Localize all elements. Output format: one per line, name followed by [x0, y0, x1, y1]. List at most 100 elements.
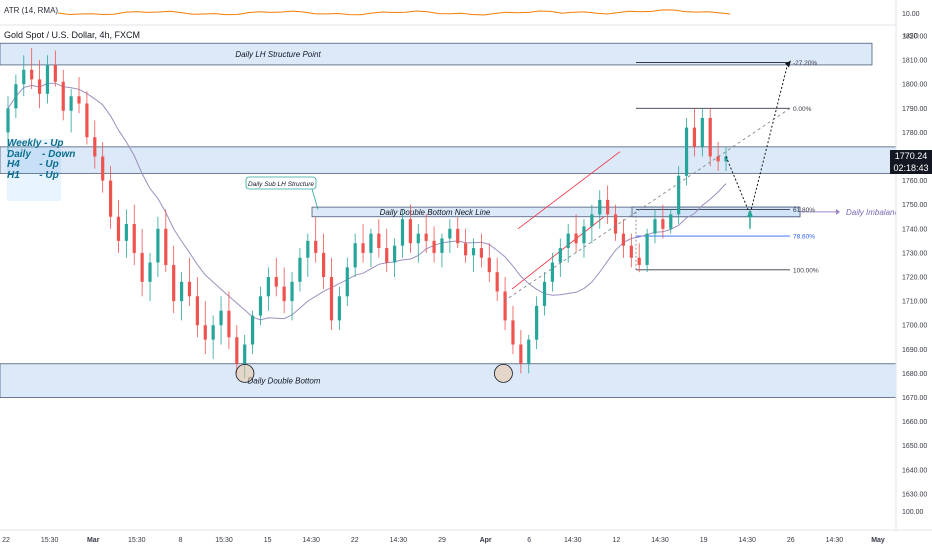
candle[interactable]	[306, 233, 310, 277]
x-tick-label: 22	[351, 537, 359, 544]
candle[interactable]	[172, 245, 176, 314]
candle[interactable]	[653, 209, 657, 244]
candle[interactable]	[369, 228, 373, 268]
candle[interactable]	[637, 243, 641, 273]
candle[interactable]	[385, 228, 389, 273]
candle[interactable]	[361, 223, 365, 263]
candle[interactable]	[708, 108, 712, 167]
candle[interactable]	[692, 108, 697, 157]
candle[interactable]	[124, 209, 128, 258]
candle[interactable]	[550, 252, 555, 292]
candle[interactable]	[235, 325, 239, 374]
candle[interactable]	[590, 204, 594, 244]
candle[interactable]	[377, 219, 381, 258]
candle[interactable]	[471, 238, 476, 273]
candle[interactable]	[408, 204, 412, 253]
candle[interactable]	[116, 199, 121, 253]
candle[interactable]	[724, 146, 728, 171]
candle[interactable]	[542, 272, 547, 316]
candle[interactable]	[211, 315, 215, 359]
candle[interactable]	[606, 185, 610, 224]
candle[interactable]	[140, 228, 144, 297]
candle[interactable]	[156, 216, 160, 277]
candle[interactable]	[598, 190, 602, 229]
zone-rect[interactable]	[0, 146, 897, 174]
candle[interactable]	[322, 233, 326, 290]
candle[interactable]	[456, 216, 460, 249]
candle[interactable]	[314, 216, 318, 263]
candle[interactable]	[30, 48, 34, 90]
candle[interactable]	[290, 272, 294, 321]
candle[interactable]	[274, 257, 278, 297]
candle[interactable]	[519, 330, 523, 374]
candle[interactable]	[503, 277, 507, 331]
candle[interactable]	[424, 214, 428, 253]
candle[interactable]	[566, 223, 570, 263]
candle[interactable]	[677, 166, 681, 224]
candle[interactable]	[329, 257, 334, 331]
candle[interactable]	[132, 204, 136, 265]
candle[interactable]	[45, 55, 50, 104]
candle[interactable]	[582, 219, 586, 258]
zone-rect[interactable]	[0, 42, 873, 66]
candle[interactable]	[535, 296, 539, 350]
candle[interactable]	[93, 120, 97, 169]
candle[interactable]	[621, 219, 626, 258]
candle[interactable]	[22, 55, 26, 97]
candle[interactable]	[669, 209, 673, 234]
candle[interactable]	[511, 305, 515, 355]
candle[interactable]	[527, 334, 531, 374]
candle[interactable]	[69, 89, 73, 133]
candle[interactable]	[337, 286, 341, 331]
zone-rect[interactable]	[631, 206, 801, 218]
candle[interactable]	[282, 267, 286, 314]
candle[interactable]	[345, 257, 349, 306]
candle[interactable]	[6, 96, 10, 152]
candle[interactable]	[243, 334, 247, 379]
candle[interactable]	[661, 204, 665, 239]
candle[interactable]	[61, 69, 65, 121]
candle[interactable]	[250, 310, 255, 355]
candle[interactable]	[53, 50, 57, 87]
candle[interactable]	[266, 267, 270, 311]
candle[interactable]	[108, 166, 113, 229]
candle[interactable]	[416, 223, 420, 263]
candle[interactable]	[227, 291, 231, 350]
candle[interactable]	[479, 233, 484, 268]
candle[interactable]	[37, 60, 42, 109]
candle[interactable]	[258, 286, 263, 326]
candle[interactable]	[645, 228, 649, 273]
atr-indicator-label[interactable]: ATR (14, RMA)	[4, 6, 59, 15]
candle[interactable]	[101, 142, 105, 193]
candle[interactable]	[179, 272, 184, 321]
candle[interactable]	[700, 108, 704, 157]
candle[interactable]	[495, 257, 499, 302]
candle[interactable]	[440, 233, 444, 268]
candle[interactable]	[629, 233, 633, 268]
candle[interactable]	[195, 277, 199, 338]
candle[interactable]	[85, 91, 89, 145]
candle[interactable]	[574, 214, 578, 253]
candle[interactable]	[464, 228, 468, 263]
candle[interactable]	[684, 117, 689, 186]
candle[interactable]	[148, 252, 152, 302]
candle[interactable]	[164, 209, 168, 273]
candle[interactable]	[219, 296, 223, 345]
zone-rect[interactable]	[0, 363, 897, 398]
symbol-title[interactable]: Gold Spot / U.S. Dollar, 4h, FXCM	[4, 30, 141, 40]
candle[interactable]	[77, 76, 81, 114]
candle[interactable]	[487, 243, 491, 282]
candle[interactable]	[353, 233, 357, 277]
candle[interactable]	[393, 238, 397, 277]
candle[interactable]	[400, 209, 405, 258]
candle[interactable]	[187, 257, 192, 306]
candle[interactable]	[432, 226, 436, 263]
candle[interactable]	[203, 301, 207, 355]
candle[interactable]	[558, 238, 562, 277]
candle[interactable]	[14, 74, 18, 118]
candle[interactable]	[298, 248, 302, 292]
candle[interactable]	[613, 204, 618, 241]
candle[interactable]	[448, 219, 452, 253]
